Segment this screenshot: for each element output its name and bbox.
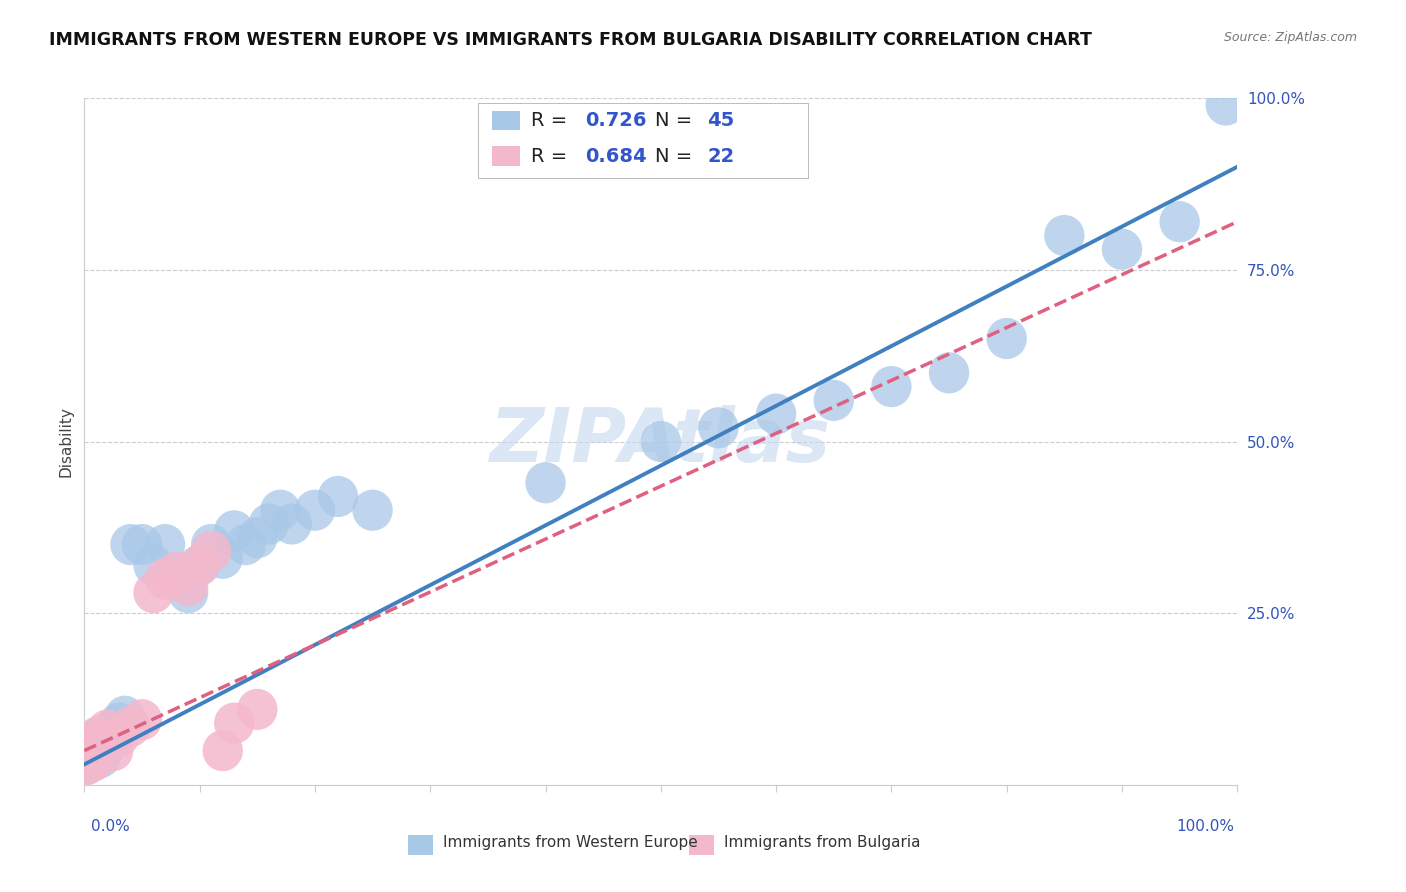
Text: Immigrants from Western Europe: Immigrants from Western Europe: [443, 836, 697, 850]
Ellipse shape: [987, 318, 1026, 359]
Ellipse shape: [72, 723, 111, 764]
Ellipse shape: [191, 524, 232, 566]
Ellipse shape: [66, 744, 107, 785]
Ellipse shape: [73, 723, 114, 764]
Ellipse shape: [98, 716, 139, 757]
Ellipse shape: [110, 524, 150, 566]
Ellipse shape: [271, 503, 312, 544]
Ellipse shape: [814, 380, 853, 421]
Text: 0.726: 0.726: [585, 111, 647, 130]
Ellipse shape: [929, 352, 969, 393]
Ellipse shape: [110, 706, 150, 747]
Ellipse shape: [77, 716, 118, 757]
Ellipse shape: [180, 544, 219, 586]
Ellipse shape: [225, 524, 266, 566]
Ellipse shape: [83, 720, 122, 761]
Ellipse shape: [70, 730, 110, 772]
Ellipse shape: [699, 407, 738, 449]
Text: 0.0%: 0.0%: [91, 820, 131, 834]
Ellipse shape: [641, 421, 681, 462]
Text: ZIPAtlas: ZIPAtlas: [491, 405, 831, 478]
Ellipse shape: [67, 737, 108, 778]
Ellipse shape: [156, 551, 197, 592]
Ellipse shape: [167, 566, 208, 607]
Ellipse shape: [80, 737, 121, 778]
Ellipse shape: [1045, 215, 1084, 256]
Ellipse shape: [214, 510, 254, 551]
Ellipse shape: [214, 703, 254, 744]
Text: IMMIGRANTS FROM WESTERN EUROPE VS IMMIGRANTS FROM BULGARIA DISABILITY CORRELATIO: IMMIGRANTS FROM WESTERN EUROPE VS IMMIGR…: [49, 31, 1092, 49]
Text: 22: 22: [707, 146, 734, 166]
Ellipse shape: [93, 709, 134, 751]
Ellipse shape: [318, 476, 359, 517]
Text: Immigrants from Bulgaria: Immigrants from Bulgaria: [724, 836, 921, 850]
Y-axis label: Disability: Disability: [58, 406, 73, 477]
Ellipse shape: [122, 524, 162, 566]
Ellipse shape: [77, 716, 118, 757]
Ellipse shape: [134, 572, 174, 614]
Ellipse shape: [73, 740, 114, 781]
Ellipse shape: [1160, 202, 1199, 243]
Ellipse shape: [104, 696, 145, 737]
Text: 45: 45: [707, 111, 734, 130]
Ellipse shape: [84, 727, 125, 768]
Ellipse shape: [82, 720, 122, 761]
Ellipse shape: [202, 730, 243, 772]
Ellipse shape: [134, 544, 174, 586]
Ellipse shape: [1205, 85, 1246, 126]
Text: R =: R =: [531, 111, 574, 130]
Ellipse shape: [93, 730, 134, 772]
Ellipse shape: [872, 366, 911, 407]
Ellipse shape: [145, 524, 186, 566]
Ellipse shape: [72, 733, 111, 774]
Ellipse shape: [72, 740, 112, 781]
Ellipse shape: [76, 727, 117, 768]
Ellipse shape: [180, 544, 219, 586]
Ellipse shape: [66, 744, 107, 785]
Ellipse shape: [191, 531, 232, 572]
Ellipse shape: [1102, 228, 1142, 269]
Ellipse shape: [249, 503, 290, 544]
Ellipse shape: [295, 490, 335, 531]
Ellipse shape: [756, 393, 796, 434]
Ellipse shape: [238, 689, 277, 730]
Ellipse shape: [70, 730, 110, 772]
Ellipse shape: [526, 462, 565, 503]
Text: N =: N =: [655, 111, 699, 130]
Text: 0.684: 0.684: [585, 146, 647, 166]
Text: Source: ZipAtlas.com: Source: ZipAtlas.com: [1223, 31, 1357, 45]
Ellipse shape: [156, 558, 197, 599]
Ellipse shape: [87, 709, 128, 751]
Ellipse shape: [167, 572, 208, 614]
Text: R =: R =: [531, 146, 574, 166]
Text: N =: N =: [655, 146, 699, 166]
Text: 100.0%: 100.0%: [1177, 820, 1234, 834]
Ellipse shape: [238, 517, 277, 558]
Ellipse shape: [87, 713, 128, 754]
Ellipse shape: [98, 703, 139, 744]
Ellipse shape: [353, 490, 392, 531]
Ellipse shape: [76, 730, 117, 772]
Ellipse shape: [69, 737, 110, 778]
Ellipse shape: [145, 558, 186, 599]
Ellipse shape: [260, 490, 301, 531]
Ellipse shape: [122, 699, 162, 740]
Ellipse shape: [202, 538, 243, 579]
